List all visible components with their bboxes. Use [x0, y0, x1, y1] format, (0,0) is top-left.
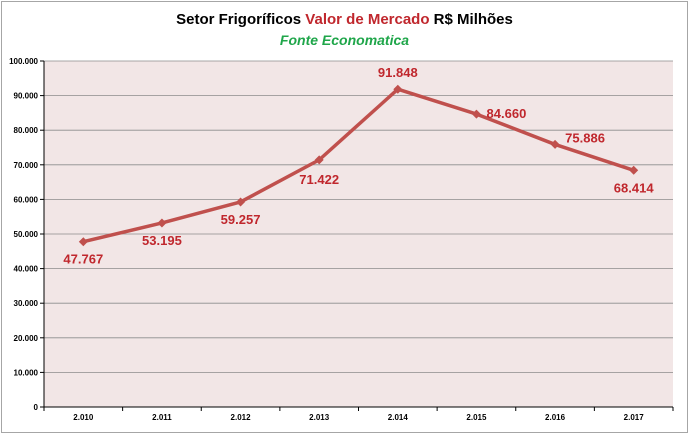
y-tick-label: 80.000 [14, 126, 39, 135]
chart-title-part: Setor Frigoríficos [176, 11, 306, 28]
chart-title-part: Valor de Mercado [305, 11, 430, 28]
y-tick-label: 30.000 [14, 299, 39, 308]
y-tick-label: 100.000 [9, 57, 38, 66]
data-point-marker [393, 84, 403, 94]
x-tick-labels: 2.010 2.011 2.012 2.013 2.014 2.015 2.016 2.017 [73, 413, 644, 422]
x-tick-label: 2.011 [152, 413, 172, 422]
data-label: 75.886 [565, 130, 605, 145]
x-tick-label: 2.016 [545, 413, 566, 422]
y-tick-label: 0 [34, 403, 39, 412]
y-tick-label: 90.000 [14, 92, 39, 101]
series-market-value [78, 84, 639, 247]
data-labels: 47.767 53.195 59.257 71.422 91.848 84.660 75.8… [63, 65, 654, 267]
gridlines [40, 60, 673, 408]
data-label: 59.257 [221, 212, 261, 227]
data-label: 68.414 [614, 180, 655, 195]
data-point-marker [629, 165, 639, 175]
data-point-marker [471, 109, 481, 119]
y-tick-label: 70.000 [14, 161, 39, 170]
x-tick-label: 2.017 [624, 413, 645, 422]
y-tick-label: 10.000 [14, 368, 39, 377]
chart-title-part: R$ Milhões [429, 11, 513, 28]
x-tick-label: 2.012 [231, 413, 252, 422]
chart-subtitle: Fonte Economatica [279, 32, 410, 48]
y-tick-label: 60.000 [14, 195, 39, 204]
data-point-marker [236, 197, 246, 207]
data-point-marker [78, 237, 88, 247]
series-line [82, 87, 635, 244]
x-tick-label: 2.013 [309, 413, 330, 422]
data-label: 53.195 [142, 233, 182, 248]
data-point-marker [157, 218, 167, 228]
x-tick-label: 2.015 [466, 413, 487, 422]
data-label: 84.660 [487, 106, 527, 121]
y-tick-label: 40.000 [14, 265, 39, 274]
y-tick-label: 20.000 [14, 334, 39, 343]
y-tick-label: 50.000 [14, 230, 39, 239]
axes [43, 61, 674, 411]
data-point-marker [550, 139, 560, 149]
x-tick-label: 2.010 [73, 413, 94, 422]
y-tick-labels: 0 10.000 20.000 30.000 40.000 50.000 60.000 70.… [9, 57, 38, 412]
x-tick-label: 2.014 [388, 413, 409, 422]
chart-title: Setor Frigoríficos Valor de Mercado R$ M… [0, 11, 689, 28]
data-label: 91.848 [378, 65, 418, 80]
data-label: 71.422 [299, 172, 339, 187]
data-label: 47.767 [63, 252, 103, 267]
data-point-marker [314, 155, 324, 165]
